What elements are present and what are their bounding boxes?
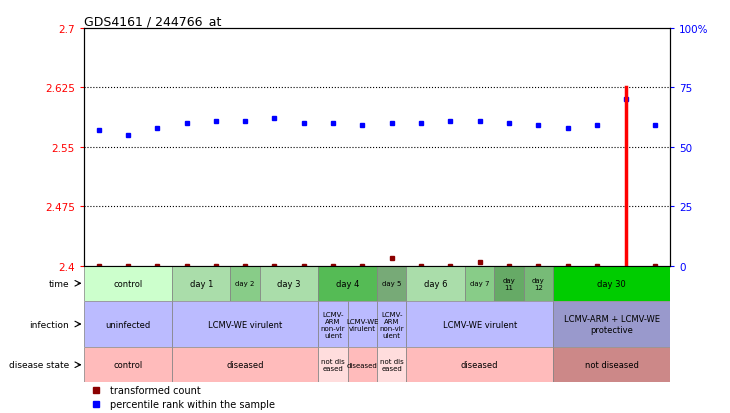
Bar [84, 266, 172, 301]
Text: diseased: diseased [461, 361, 499, 369]
Text: day 3: day 3 [277, 279, 301, 288]
Text: control: control [113, 279, 142, 288]
Text: diseased: diseased [347, 362, 377, 368]
Text: day
12: day 12 [532, 277, 545, 290]
Bar [318, 266, 377, 301]
Bar [347, 301, 377, 347]
Text: day 30: day 30 [597, 279, 626, 288]
Text: day 1: day 1 [190, 279, 213, 288]
Text: uninfected: uninfected [105, 320, 150, 329]
Text: infection: infection [29, 320, 69, 329]
Text: day 5: day 5 [382, 280, 402, 287]
Bar [260, 266, 318, 301]
Bar [377, 347, 407, 382]
Bar [553, 347, 670, 382]
Bar [84, 301, 172, 347]
Text: day 6: day 6 [424, 279, 447, 288]
Text: LCMV-
ARM
non-vir
ulent: LCMV- ARM non-vir ulent [380, 311, 404, 338]
Text: LCMV-WE virulent: LCMV-WE virulent [442, 320, 517, 329]
Text: day
11: day 11 [502, 277, 515, 290]
Text: day 7: day 7 [470, 280, 489, 287]
Text: diseased: diseased [226, 361, 264, 369]
Text: not diseased: not diseased [585, 361, 639, 369]
Bar [407, 301, 553, 347]
Bar [172, 266, 231, 301]
Bar [172, 301, 318, 347]
Bar [377, 266, 407, 301]
Text: LCMV-WE
virulent: LCMV-WE virulent [346, 318, 379, 331]
Bar [318, 347, 347, 382]
Text: LCMV-ARM + LCMV-WE
protective: LCMV-ARM + LCMV-WE protective [564, 315, 659, 334]
Text: percentile rank within the sample: percentile rank within the sample [110, 399, 275, 409]
Text: LCMV-
ARM
non-vir
ulent: LCMV- ARM non-vir ulent [320, 311, 345, 338]
Text: day 4: day 4 [336, 279, 359, 288]
Text: LCMV-WE virulent: LCMV-WE virulent [208, 320, 283, 329]
Bar [347, 347, 377, 382]
Text: transformed count: transformed count [110, 385, 201, 394]
Bar [318, 301, 347, 347]
Text: control: control [113, 361, 142, 369]
Bar [231, 266, 260, 301]
Text: day 2: day 2 [236, 280, 255, 287]
Bar [553, 301, 670, 347]
Bar [465, 266, 494, 301]
Bar [494, 266, 523, 301]
Text: time: time [49, 279, 69, 288]
Bar [377, 301, 407, 347]
Text: GDS4161 / 244766_at: GDS4161 / 244766_at [84, 15, 221, 28]
Bar [407, 347, 553, 382]
Bar [553, 266, 670, 301]
Text: disease state: disease state [9, 361, 69, 369]
Bar [523, 266, 553, 301]
Text: not dis
eased: not dis eased [380, 358, 404, 371]
Bar [172, 347, 318, 382]
Bar [407, 266, 465, 301]
Bar [84, 347, 172, 382]
Text: not dis
eased: not dis eased [321, 358, 345, 371]
